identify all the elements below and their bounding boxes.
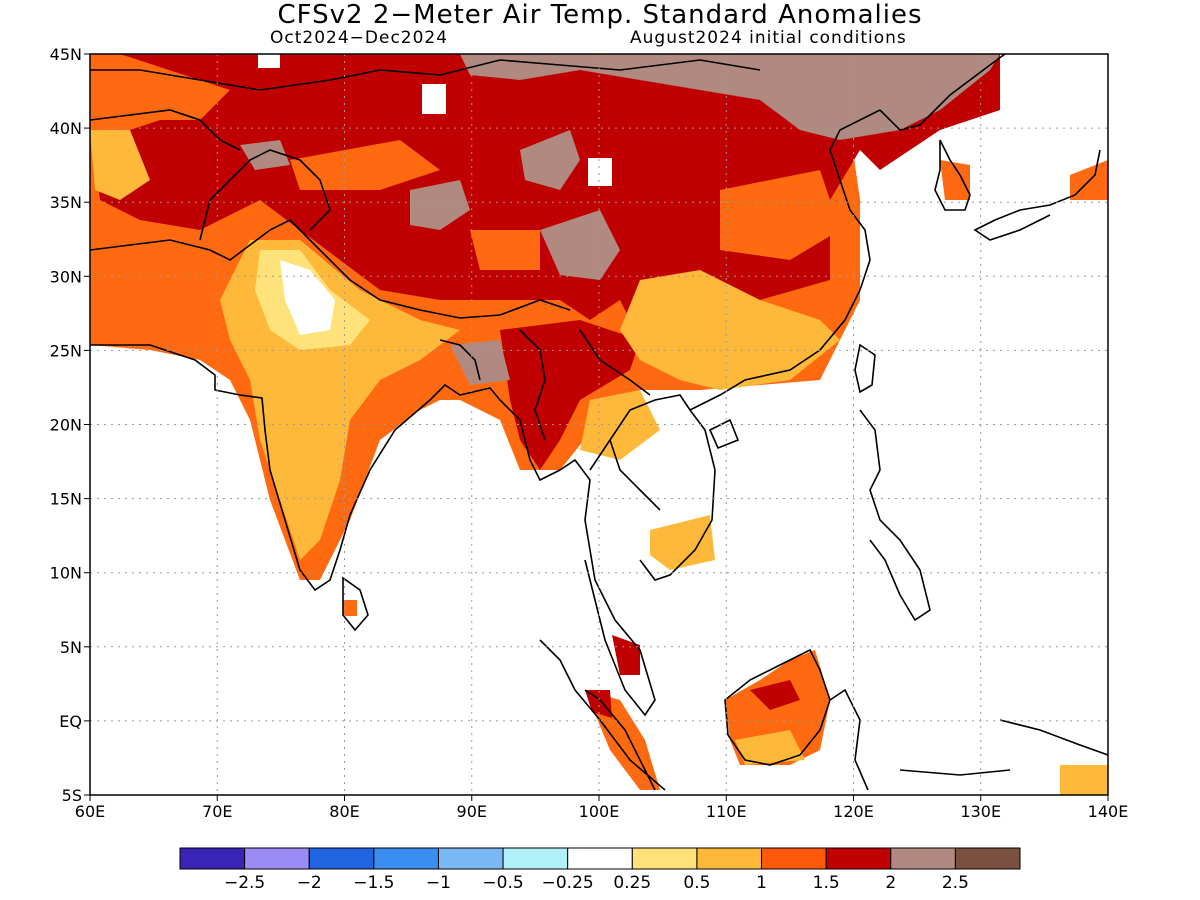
lat-tick-label: 5S [62,786,82,805]
colorbar-swatch [179,847,246,870]
colorbar-label: 0.25 [613,873,651,893]
colorbar-swatch [567,847,633,870]
lat-tick-label: 5N [60,638,82,657]
anomaly-region [940,160,970,200]
colorbar-label: −0.5 [482,873,523,893]
anomaly-region [650,515,715,570]
anomaly-region [343,600,357,616]
lat-tick-label: 35N [50,193,82,212]
lat-tick-label: 20N [50,416,82,435]
lon-tick-label: 90E [457,802,487,821]
lon-tick-label: 120E [833,802,874,821]
lat-tick-label: 15N [50,490,82,509]
colorbar-label: −0.25 [542,873,594,893]
colorbar-label: −1.5 [353,873,394,893]
lat-tick-label: 30N [50,267,82,286]
colorbar-swatch [696,847,763,870]
colorbar-swatch [502,847,569,870]
anomaly-region [612,635,640,675]
colorbar-label: 2 [885,873,896,893]
initial-conditions: August2024 initial conditions [630,28,907,48]
coastlines [90,54,1108,791]
anomaly-region [90,130,150,200]
lon-tick-label: 100E [579,802,620,821]
colorbar-label: −1 [426,873,451,893]
anomaly-region [280,260,335,335]
anomaly-region [240,140,290,170]
anomaly-region [1060,765,1108,795]
anomaly-region [290,140,440,190]
colorbar-label: 1.5 [813,873,840,893]
colorbar-label: 0.5 [683,873,710,893]
anomaly-region [470,230,540,270]
lon-tick-label: 110E [706,802,747,821]
anomaly-region [750,680,800,710]
grid-lines [90,54,1108,795]
colorbar-label: 1 [756,873,767,893]
anomaly-region [95,54,1000,340]
colorbar-swatch [308,847,375,870]
anomaly-region [620,270,840,390]
lon-tick-label: 60E [75,802,105,821]
colorbar-swatch [890,847,956,870]
colorbar-label: 2.5 [942,873,969,893]
colorbar-swatch [631,847,698,870]
anomaly-region [450,340,510,385]
map-title: CFSv2 2−Meter Air Temp. Standard Anomali… [277,0,923,30]
colorbar-swatch [437,847,504,870]
colorbar-swatch [373,847,439,870]
lat-tick-label: 10N [50,564,82,583]
colorbar-swatch [825,847,892,870]
colorbar-swatch [954,847,1021,870]
colorbar-swatch [761,847,827,870]
anomaly-region [540,210,620,280]
colorbar-label: −2.5 [224,873,265,893]
forecast-period: Oct2024−Dec2024 [270,28,449,48]
anomaly-field [90,54,1108,795]
colorbar-swatch [244,847,310,870]
anomaly-region [735,730,805,765]
lon-tick-label: 70E [202,802,232,821]
lat-tick-label: 45N [50,45,82,64]
anomaly-region [720,170,840,260]
lon-tick-label: 130E [960,802,1001,821]
lon-tick-label: 80E [329,802,359,821]
axis-ticks: 60E 70E 80E 90E 100E 110E 120E 130E 140E 45N 40N 35… [50,45,1129,821]
lon-tick-label: 140E [1088,802,1129,821]
anomaly-region [410,180,470,230]
colorbar: −2.5 −2 −1.5 −1 −0.5 −0.25 0.25 0.5 1 1.5 2 2.5 [179,847,1021,893]
lat-tick-label: EQ [59,712,82,731]
lat-tick-label: 40N [50,119,82,138]
anomaly-region [520,130,580,190]
colorbar-label: −2 [297,873,322,893]
lat-tick-label: 25N [50,341,82,360]
anomaly-region [460,54,1000,140]
anomaly-region [500,320,640,470]
